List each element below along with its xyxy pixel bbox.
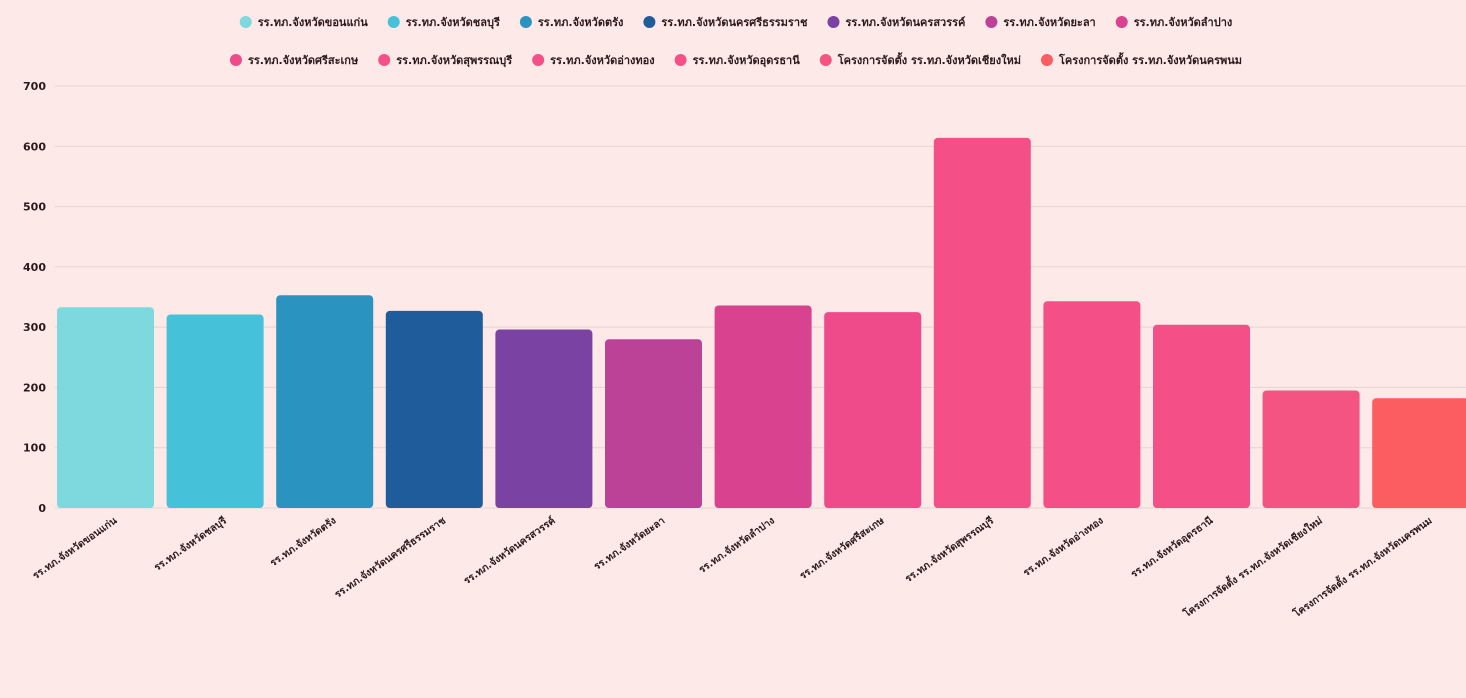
- x-tick-label: รร.ทภ.จังหวัดขอนแก่น: [30, 515, 119, 582]
- legend-item: รร.ทภ.จังหวัดลำปาง: [1115, 16, 1233, 29]
- legend-item: รร.ทภ.จังหวัดขอนแก่น: [239, 16, 368, 29]
- legend-label: รร.ทภ.จังหวัดอ่างทอง: [550, 54, 654, 67]
- y-tick-label: 300: [23, 321, 46, 334]
- legend-item: รร.ทภ.จังหวัดยะลา: [985, 16, 1096, 29]
- legend-label: รร.ทภ.จังหวัดนครสวรรค์: [845, 16, 965, 29]
- legend-swatch: [819, 54, 832, 66]
- x-axis-labels: รร.ทภ.จังหวัดขอนแก่น รร.ทภ.จังหวัดชลบุรี ร…: [30, 513, 1434, 621]
- bar-12: [1262, 390, 1360, 508]
- legend-swatch: [1115, 16, 1128, 28]
- y-tick-label: 100: [23, 442, 46, 455]
- y-tick-label: 200: [23, 381, 46, 394]
- y-tick-label: 500: [23, 201, 46, 214]
- legend-swatch: [387, 16, 400, 28]
- legend-label: รร.ทภ.จังหวัดลำปาง: [1134, 16, 1233, 29]
- x-tick-label: รร.ทภ.จังหวัดตรัง: [268, 515, 339, 569]
- legend-swatch: [239, 16, 252, 28]
- bar-13: [1372, 398, 1466, 508]
- x-tick-label: รร.ทภ.จังหวัดอ่างทอง: [1021, 515, 1106, 579]
- x-tick-label: รร.ทภ.จังหวัดลำปาง: [697, 515, 777, 576]
- bar-8: [824, 312, 922, 508]
- legend-swatch: [674, 54, 687, 66]
- legend-item: รร.ทภ.จังหวัดอุดรธานี: [674, 54, 801, 68]
- legend-label: รร.ทภ.จังหวัดตรัง: [538, 16, 624, 29]
- legend-label: รร.ทภ.จังหวัดศรีสะเกษ: [248, 54, 359, 67]
- legend-label: รร.ทภ.จังหวัดชลบุรี: [406, 16, 500, 30]
- bar-10: [1043, 301, 1141, 508]
- legend-item: รร.ทภ.จังหวัดนครสวรรค์: [827, 16, 965, 29]
- y-axis-ticks: 0 100 200 300 400 500 600 700: [23, 80, 46, 515]
- bar-1: [57, 307, 154, 508]
- bar-6: [605, 339, 702, 508]
- legend-swatch: [519, 16, 532, 28]
- y-tick-label: 700: [23, 80, 46, 93]
- x-tick-label: รร.ทภ.จังหวัดนครสวรรค์: [461, 514, 557, 587]
- legend-label: รร.ทภ.จังหวัดอุดรธานี: [693, 54, 801, 68]
- legend-item: รร.ทภ.จังหวัดชลบุรี: [387, 16, 500, 30]
- legend-swatch: [1040, 54, 1053, 66]
- y-tick-label: 400: [23, 261, 46, 274]
- legend-item: รร.ทภ.จังหวัดศรีสะเกษ: [229, 54, 359, 67]
- bar-11: [1153, 324, 1250, 508]
- legend-label: รร.ทภ.จังหวัดขอนแก่น: [258, 16, 368, 29]
- x-tick-label: รร.ทภ.จังหวัดยะลา: [592, 515, 668, 573]
- x-tick-label: รร.ทภ.จังหวัดชลบุรี: [152, 514, 230, 573]
- legend-label: โครงการจัดตั้ง รร.ทภ.จังหวัดนครพนม: [1058, 52, 1242, 67]
- bar-3: [276, 295, 374, 508]
- legend-swatch: [229, 54, 242, 66]
- bar-2: [166, 314, 264, 508]
- bar-9: [933, 137, 1031, 509]
- legend-item: โครงการจัดตั้ง รร.ทภ.จังหวัดนครพนม: [1040, 52, 1242, 67]
- legend-label: รร.ทภ.จังหวัดสุพรรณบุรี: [396, 54, 512, 68]
- legend-label: รร.ทภ.จังหวัดยะลา: [1003, 16, 1095, 29]
- y-tick-label: 600: [23, 140, 46, 153]
- legend-swatch: [985, 16, 998, 28]
- bar-7: [714, 305, 812, 508]
- x-tick-label: รร.ทภ.จังหวัดอุดรธานี: [1129, 515, 1216, 581]
- legend-item: โครงการจัดตั้ง รร.ทภ.จังหวัดเชียงใหม่: [819, 52, 1021, 67]
- legend-item: รร.ทภ.จังหวัดตรัง: [519, 16, 624, 29]
- bar-5: [495, 329, 593, 508]
- x-tick-label: รร.ทภ.จังหวัดสุพรรณบุรี: [903, 514, 997, 585]
- legend-swatch: [378, 54, 391, 66]
- bar-4: [385, 310, 483, 508]
- legend: รร.ทภ.จังหวัดขอนแก่น รร.ทภ.จังหวัดชลบุรีร…: [229, 16, 1242, 68]
- bars: [57, 137, 1466, 509]
- legend-item: รร.ทภ.จังหวัดสุพรรณบุรี: [378, 54, 512, 68]
- x-tick-label: รร.ทภ.จังหวัดศรีสะเกษ: [797, 514, 886, 582]
- legend-swatch: [643, 16, 656, 28]
- legend-item: รร.ทภ.จังหวัดอ่างทอง: [532, 54, 655, 67]
- legend-label: โครงการจัดตั้ง รร.ทภ.จังหวัดเชียงใหม่: [837, 52, 1021, 67]
- legend-swatch: [827, 16, 840, 28]
- legend-item: รร.ทภ.จังหวัดนครศรีธรรมราช: [643, 16, 808, 29]
- x-tick-label: รร.ทภ.จังหวัดนครศรีธรรมราช: [332, 515, 448, 601]
- legend-label: รร.ทภ.จังหวัดนครศรีธรรมราช: [661, 16, 808, 29]
- y-tick-label: 0: [38, 502, 46, 515]
- legend-swatch: [532, 54, 545, 66]
